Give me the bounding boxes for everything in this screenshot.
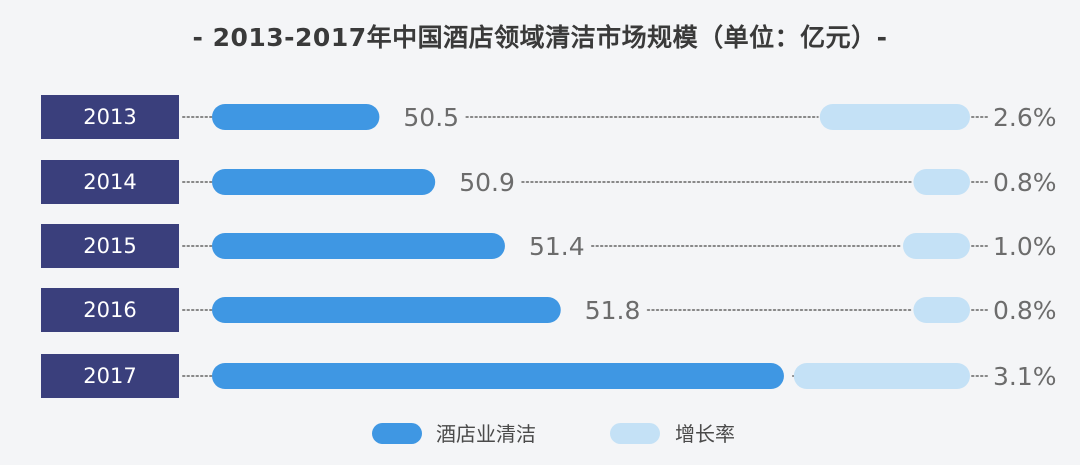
bar-hotel-cleaning-2016: [212, 297, 561, 323]
bar-hotel-cleaning-2017: [212, 363, 784, 389]
category-label-2014: 2014: [83, 170, 136, 194]
rate-label-2016: 0.8%: [993, 296, 1057, 325]
legend-label-hotel-cleaning: 酒店业清洁: [436, 422, 536, 446]
legend-swatch-growth-rate: [610, 423, 660, 444]
bar-hotel-cleaning-2014: [212, 169, 436, 195]
value-label-2013: 50.5: [403, 103, 459, 132]
rate-label-2013: 2.6%: [993, 103, 1057, 132]
bar-hotel-cleaning-2013: [212, 104, 380, 130]
rate-label-2015: 1.0%: [993, 232, 1057, 261]
bar-growth-rate-2017: [793, 363, 970, 389]
legend-label-growth-rate: 增长率: [675, 422, 735, 446]
bar-hotel-cleaning-2015: [212, 233, 505, 259]
rate-label-2017: 3.1%: [993, 362, 1057, 391]
category-label-2013: 2013: [83, 105, 136, 129]
bar-growth-rate-2016: [913, 297, 970, 323]
category-box-2017: [41, 354, 179, 398]
category-box-2013: [41, 95, 179, 139]
category-label-2015: 2015: [83, 234, 136, 258]
bar-growth-rate-2013: [819, 104, 970, 130]
rate-label-2014: 0.8%: [993, 168, 1057, 197]
bar-growth-rate-2014: [913, 169, 970, 195]
value-label-2016: 51.8: [585, 296, 641, 325]
category-box-2016: [41, 288, 179, 332]
category-label-2017: 2017: [83, 364, 136, 388]
bar-growth-rate-2015: [903, 233, 970, 259]
value-label-2015: 51.4: [529, 232, 585, 261]
legend-swatch-hotel-cleaning: [372, 423, 422, 444]
chart-title: - 2013-2017年中国酒店领域清洁市场规模（单位：亿元）-: [192, 23, 888, 52]
category-box-2015: [41, 224, 179, 268]
value-label-2014: 50.9: [459, 168, 515, 197]
category-box-2014: [41, 160, 179, 204]
category-label-2016: 2016: [83, 298, 136, 322]
